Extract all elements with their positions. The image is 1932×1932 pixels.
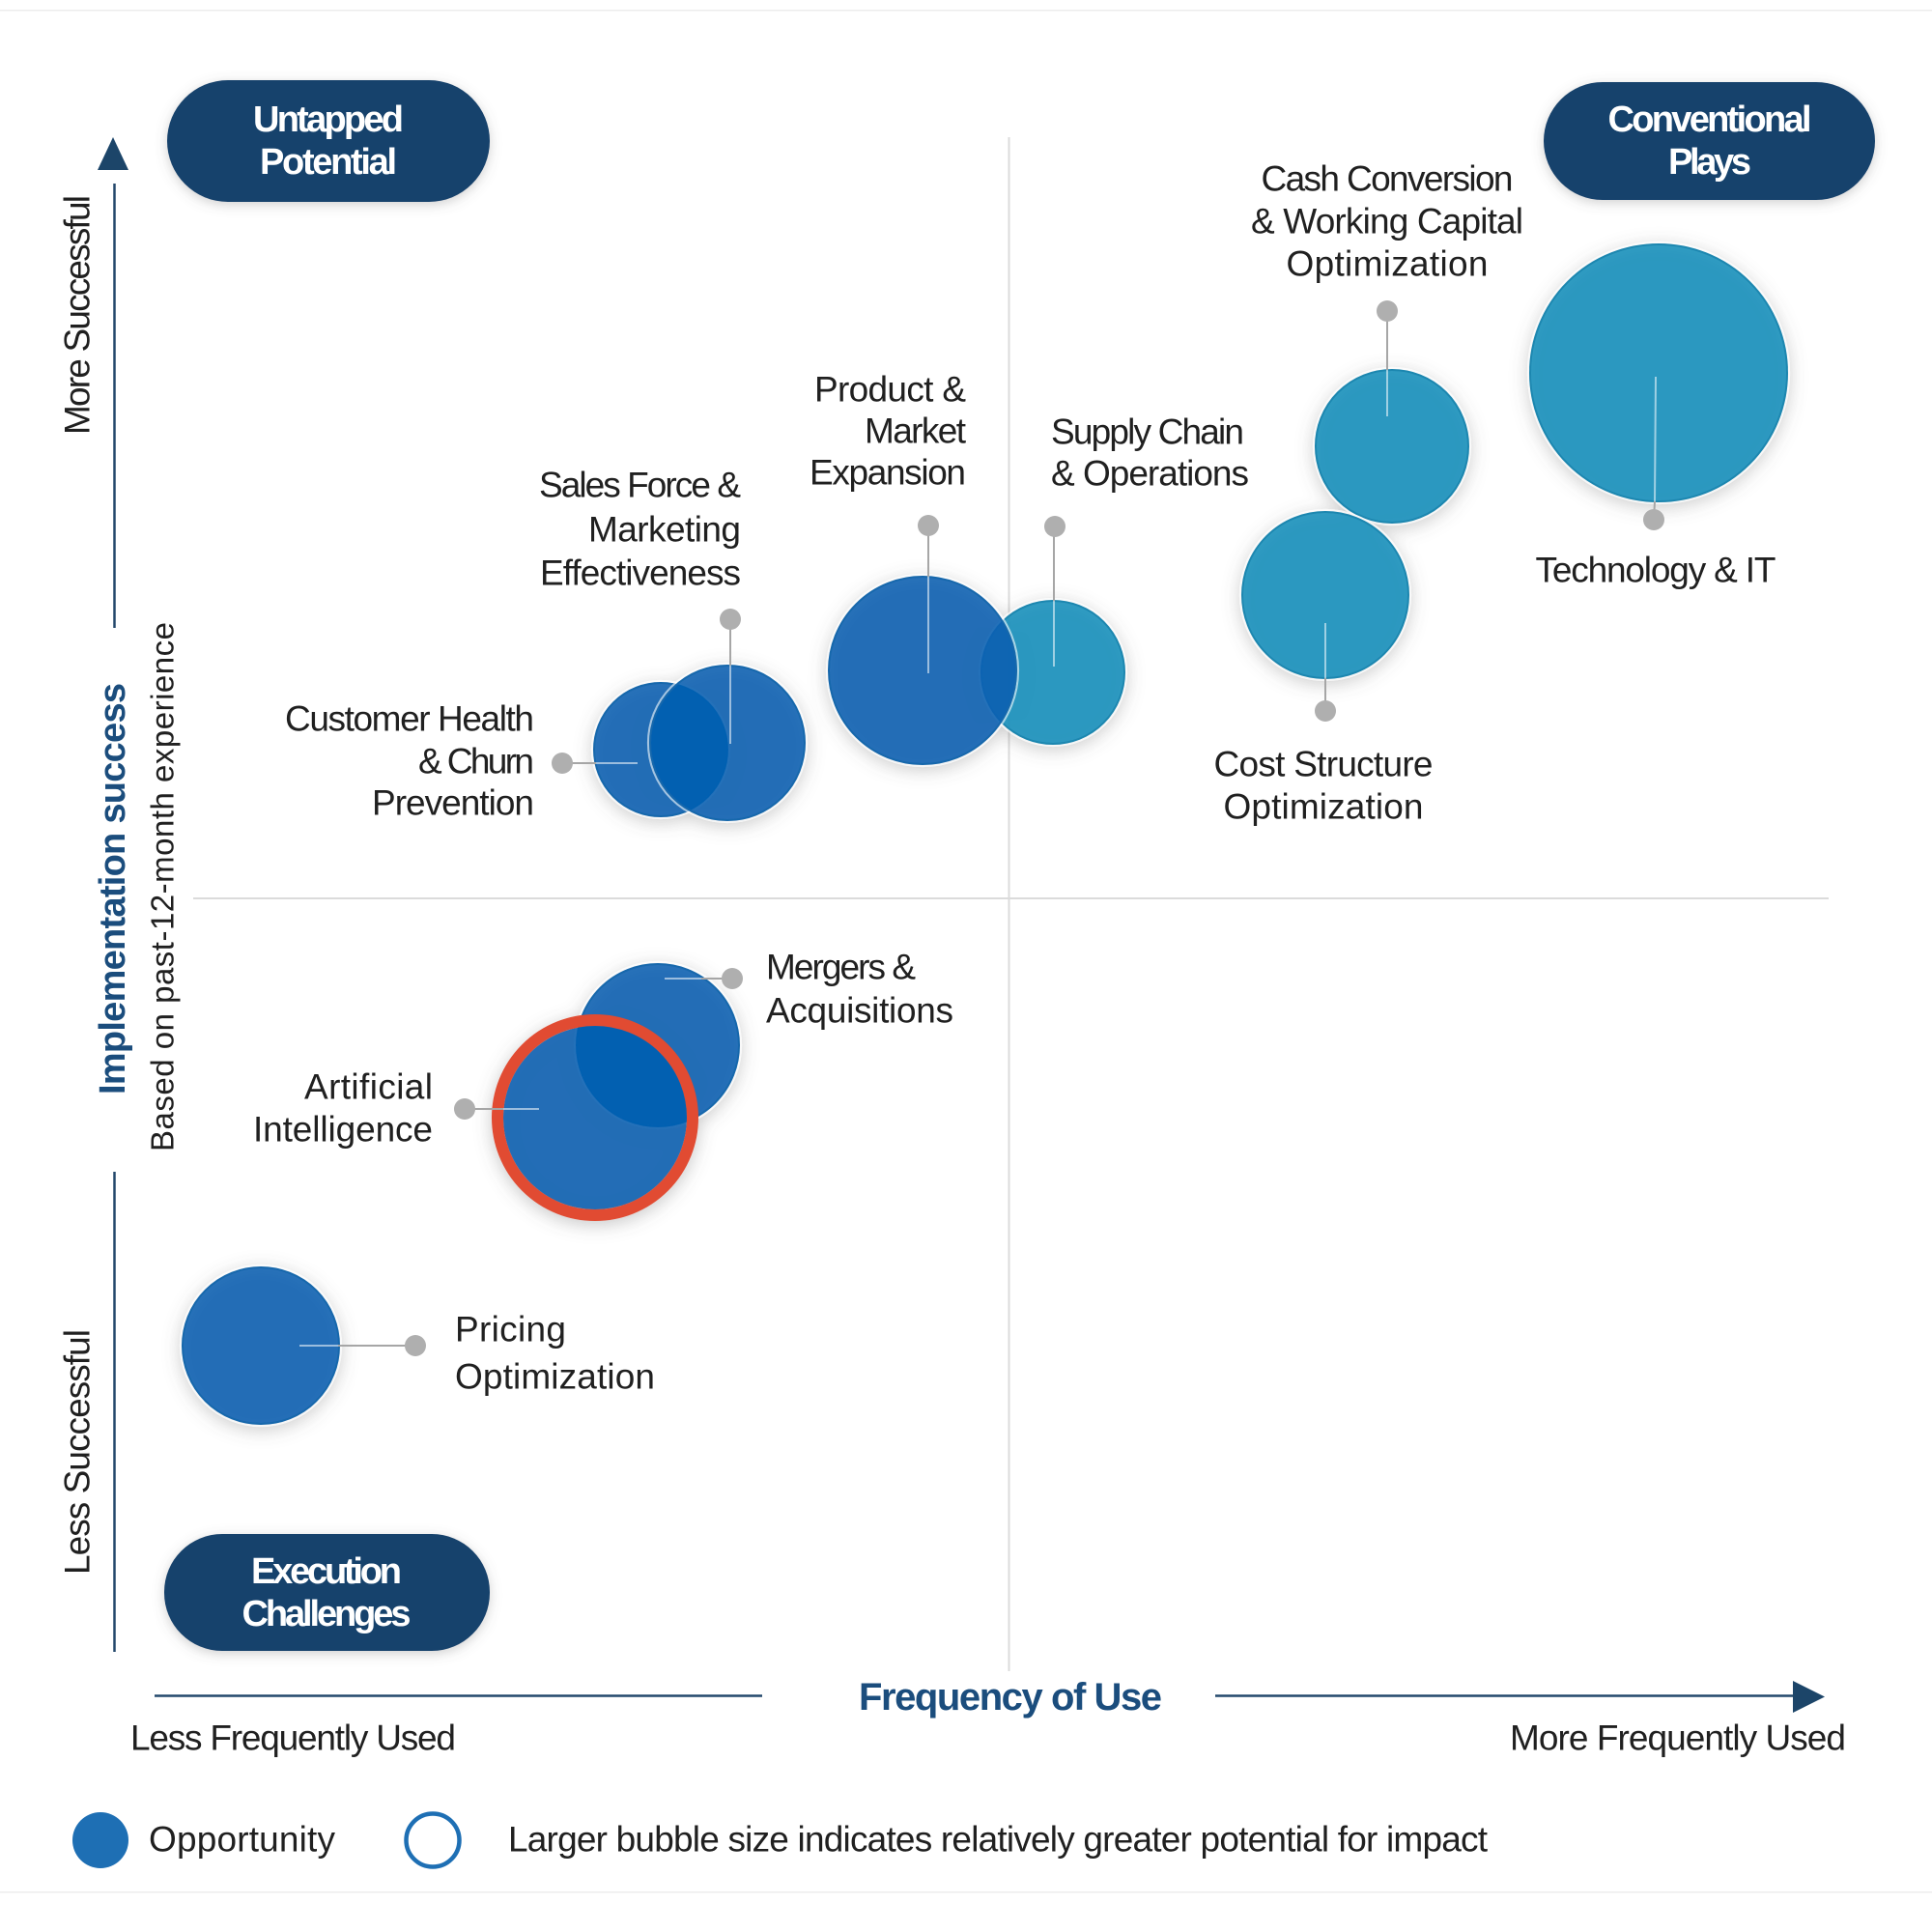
svg-text:Prevention: Prevention [372,783,534,823]
svg-text:Effectiveness: Effectiveness [540,554,741,593]
svg-text:Artificial: Artificial [304,1067,433,1107]
svg-text:& Working Capital: & Working Capital [1251,202,1523,242]
svg-text:Customer Health: Customer Health [285,699,534,739]
svg-text:& Churn: & Churn [418,742,534,781]
svg-text:Frequency of Use: Frequency of Use [859,1676,1162,1719]
svg-text:Conventional: Conventional [1608,99,1812,140]
svg-text:Cost Structure: Cost Structure [1214,745,1434,784]
svg-text:Plays: Plays [1668,142,1751,183]
svg-text:Acquisitions: Acquisitions [766,991,953,1031]
svg-text:More Frequently Used: More Frequently Used [1510,1719,1846,1758]
svg-text:Technology & IT: Technology & IT [1536,551,1776,590]
svg-text:Potential: Potential [260,142,397,183]
svg-text:More Successful: More Successful [58,195,98,435]
svg-text:Pricing: Pricing [455,1310,566,1350]
svg-text:Optimization: Optimization [1287,244,1489,284]
svg-text:Intelligence: Intelligence [253,1110,433,1150]
svg-text:Execution: Execution [251,1551,402,1592]
svg-text:Sales Force &: Sales Force & [539,466,741,505]
svg-text:Supply Chain: Supply Chain [1051,412,1244,452]
svg-text:Optimization: Optimization [1224,787,1424,827]
svg-text:Opportunity: Opportunity [149,1820,336,1860]
svg-text:Marketing: Marketing [588,510,741,550]
svg-text:Less Successful: Less Successful [58,1329,98,1575]
svg-text:Product &: Product & [814,370,966,410]
svg-text:Less Frequently Used: Less Frequently Used [130,1719,456,1758]
svg-text:Expansion: Expansion [810,453,966,493]
svg-text:Mergers &: Mergers & [766,948,916,987]
svg-text:& Operations: & Operations [1051,454,1249,494]
svg-text:Larger bubble size indicates r: Larger bubble size indicates relatively … [508,1820,1489,1860]
svg-text:Optimization: Optimization [455,1357,655,1397]
svg-text:Based on past-12-month experie: Based on past-12-month experience [145,622,181,1151]
svg-text:Cash Conversion: Cash Conversion [1262,159,1514,199]
svg-text:Market: Market [865,412,967,451]
svg-text:Challenges: Challenges [242,1594,412,1634]
svg-text:Untapped: Untapped [253,99,404,140]
svg-text:Implementation success: Implementation success [93,683,133,1094]
